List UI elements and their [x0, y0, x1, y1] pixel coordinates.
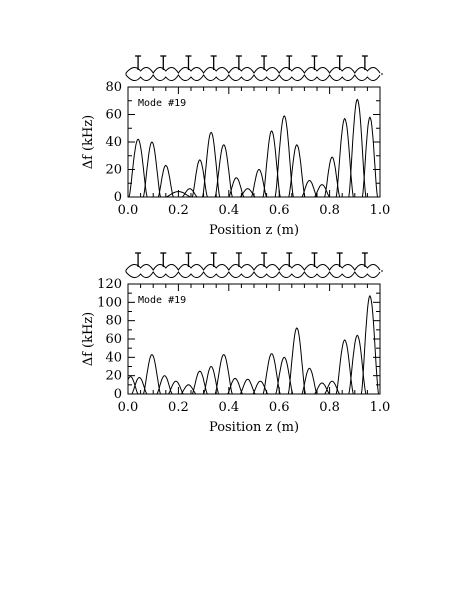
structure-ends [125, 270, 383, 272]
x-axis-label: Position z (m) [209, 420, 299, 435]
peak-lobe [142, 141, 161, 198]
x-tick-label: 0.2 [168, 203, 189, 218]
structure-bottom-contour [125, 74, 381, 81]
x-tick-label: 0.8 [319, 203, 340, 218]
peak-lobe [142, 353, 161, 395]
mode-annotation: Mode #19 [138, 98, 186, 109]
peak-lobe [128, 138, 148, 198]
y-tick-label: 0 [114, 387, 122, 402]
x-axis-label: Position z (m) [209, 223, 299, 238]
cavity-structure [125, 252, 383, 278]
chart-panel-bottom: 0.0 0.2 0.4 0.6 0.8 1.0 Position z (m) 0 20 40 60 8… [81, 252, 391, 435]
x-tick-label: 0.0 [118, 203, 139, 218]
peak-lobe [274, 115, 294, 198]
y-tick-label: 120 [97, 277, 122, 292]
peak-lobe [127, 376, 139, 395]
peak-lobe [361, 116, 378, 198]
x-tick-label: 0.6 [269, 203, 290, 218]
peak-lobe [262, 353, 281, 395]
y-tick-label: 60 [105, 332, 122, 347]
peak-lobe [360, 294, 379, 395]
peak-lobe [335, 339, 354, 395]
peak-lobe [165, 190, 192, 198]
peak-lobe [239, 378, 256, 395]
y-tick-label: 80 [105, 314, 122, 329]
x-tick-label: 0.6 [269, 400, 290, 415]
x-tick-label: 0.8 [319, 400, 340, 415]
peak-lobe [228, 177, 245, 198]
x-tick-label: 0.4 [218, 400, 239, 415]
peak-lobe [181, 188, 198, 198]
peak-lobe [301, 367, 318, 395]
x-axis: 0.0 0.2 0.4 0.6 0.8 1.0 Position z (m) [118, 284, 391, 435]
peak-lobe [202, 131, 221, 198]
peak-lobe [301, 179, 318, 198]
peak-lobe [335, 117, 354, 198]
series-line [128, 98, 378, 198]
chart-panel-top: 0.0 0.2 0.4 0.6 0.8 1.0 Position z (m) 0 20 40 60 8… [81, 55, 391, 238]
peak-lobe [214, 353, 233, 395]
y-tick-label: 40 [105, 350, 122, 365]
x-tick-label: 1.0 [370, 203, 391, 218]
cavity-structure [125, 55, 383, 81]
peak-lobe [348, 98, 367, 198]
structure-top-contour [125, 67, 381, 74]
peak-lobe [203, 365, 220, 395]
y-tick-label: 20 [105, 163, 122, 178]
y-tick-label: 0 [114, 190, 122, 205]
x-tick-label: 0.2 [168, 400, 189, 415]
peak-lobe [288, 144, 306, 198]
structure-top-contour [125, 264, 381, 271]
peak-lobe [156, 375, 173, 395]
x-tick-label: 0.0 [118, 400, 139, 415]
peak-lobe [287, 327, 306, 395]
peak-lobe [157, 164, 174, 198]
y-tick-label: 20 [105, 369, 122, 384]
structure-bottom-contour [125, 271, 381, 278]
peak-lobe [252, 380, 269, 395]
y-tick-label: 40 [105, 135, 122, 150]
y-axis: 0 20 40 60 80 Δf (kHz) [81, 80, 380, 205]
peak-lobe [262, 130, 281, 198]
x-tick-label: 0.4 [218, 203, 239, 218]
peak-lobe [324, 156, 341, 198]
y-axis-label: Δf (kHz) [81, 312, 96, 367]
peak-lobe [227, 377, 244, 395]
structure-ends [125, 73, 383, 75]
x-tick-label: 1.0 [370, 400, 391, 415]
mode-annotation: Mode #19 [138, 295, 186, 306]
peak-lobe [167, 380, 184, 395]
y-axis-label: Δf (kHz) [81, 115, 96, 170]
peak-lobe [214, 144, 233, 198]
series-line [127, 294, 379, 395]
x-axis: 0.0 0.2 0.4 0.6 0.8 1.0 Position z (m) [118, 87, 391, 238]
peak-lobe [314, 184, 330, 198]
y-tick-label: 80 [105, 80, 122, 95]
peak-lobe [191, 370, 208, 395]
y-tick-label: 60 [105, 108, 122, 123]
y-tick-label: 100 [97, 295, 122, 310]
